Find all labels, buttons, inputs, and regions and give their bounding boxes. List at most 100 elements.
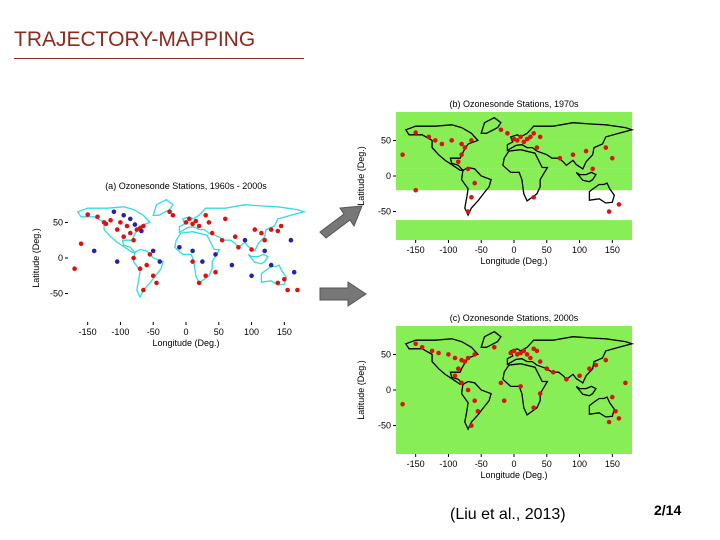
x-tick-label: 150 <box>277 327 292 337</box>
x-tick-label: -150 <box>79 327 97 337</box>
station-point <box>413 341 418 347</box>
coverage-region <box>396 168 488 191</box>
station-point <box>452 355 458 361</box>
coastline <box>502 363 549 416</box>
station-point <box>501 398 507 403</box>
station-point <box>196 223 202 229</box>
station-point <box>456 366 461 371</box>
station-point <box>85 212 90 217</box>
station-point <box>452 373 458 379</box>
coastline <box>174 231 221 284</box>
station-point <box>465 355 471 361</box>
station-point <box>219 237 225 243</box>
x-tick-label: -100 <box>111 327 129 337</box>
station-point <box>459 152 464 157</box>
x-tick-label: 0 <box>511 245 516 255</box>
station-point <box>141 287 146 293</box>
coastline <box>502 149 549 202</box>
station-point <box>472 352 477 357</box>
station-point <box>413 187 418 193</box>
chart-panel-b: (b) Ozonesonde Stations, 1970s -150 -100 -5… <box>350 88 640 270</box>
station-point <box>475 409 481 414</box>
station-point <box>498 380 504 386</box>
station-point <box>537 359 543 364</box>
x-tick-label: -100 <box>439 459 457 469</box>
station-point <box>131 237 136 243</box>
station-point <box>190 248 195 254</box>
x-tick-label: 100 <box>244 327 259 337</box>
station-point <box>147 252 153 257</box>
station-point <box>613 409 618 414</box>
station-point <box>469 195 474 200</box>
station-point <box>492 345 497 350</box>
station-point <box>606 419 612 425</box>
station-point <box>114 259 120 264</box>
coastline <box>480 330 502 348</box>
station-point <box>498 127 504 133</box>
station-point <box>137 266 143 271</box>
station-point <box>200 259 205 264</box>
station-point <box>521 139 527 145</box>
coastline <box>575 171 597 183</box>
station-point <box>564 377 569 382</box>
station-point <box>587 366 592 371</box>
x-tick-label: 50 <box>214 327 224 337</box>
station-point <box>249 273 254 279</box>
station-point <box>177 245 182 250</box>
station-point <box>462 145 468 150</box>
x-tick-label: 100 <box>572 459 587 469</box>
station-point <box>114 227 120 232</box>
x-tick-label: -50 <box>147 327 160 337</box>
station-point <box>610 155 615 161</box>
chart-c-svg: (c) Ozonesonde Stations, 2000s -150 -100 -5… <box>356 313 635 480</box>
station-point <box>472 398 477 403</box>
station-point <box>429 348 435 354</box>
station-point <box>275 280 281 286</box>
coastline <box>480 116 502 134</box>
station-point <box>469 423 474 428</box>
station-point <box>209 230 215 236</box>
y-tick-label: -50 <box>50 289 63 299</box>
station-point <box>252 227 258 232</box>
y-tick-label: 0 <box>58 253 63 263</box>
chart-title: (b) Ozonesonde Stations, 1970s <box>449 99 579 109</box>
coastline <box>588 182 616 204</box>
station-point <box>213 269 218 275</box>
coastline <box>404 338 480 385</box>
station-point <box>449 138 454 143</box>
station-point <box>534 348 540 354</box>
station-point <box>518 134 523 140</box>
station-point <box>144 262 149 268</box>
station-point <box>128 216 133 222</box>
station-point <box>170 213 176 218</box>
y-axis-label: Latitude (Deg.) <box>356 146 366 206</box>
x-tick-label: -150 <box>407 459 425 469</box>
coverage-region <box>396 140 632 169</box>
x-tick-label: 150 <box>605 459 620 469</box>
station-point <box>623 380 628 386</box>
station-point <box>515 138 520 143</box>
station-point <box>229 262 235 268</box>
station-point <box>95 214 100 220</box>
coastline <box>460 380 492 431</box>
x-tick-label: 100 <box>572 245 587 255</box>
station-point <box>603 357 609 363</box>
station-point <box>275 228 281 234</box>
chart-panel-c: (c) Ozonesonde Stations, 2000s -150 -100 -5… <box>350 304 640 484</box>
page-number: 2/14 <box>654 502 682 518</box>
station-point <box>413 130 418 135</box>
station-point <box>446 352 451 357</box>
station-point <box>190 259 195 264</box>
station-point <box>456 159 461 165</box>
x-tick-label: -50 <box>475 245 488 255</box>
chart-panel-a: (a) Ozonesonde Stations, 1960s - 2000s -1… <box>30 170 310 360</box>
station-point <box>426 134 432 140</box>
y-axis-label: Latitude (Deg.) <box>356 360 366 420</box>
station-point <box>154 280 159 286</box>
station-point <box>465 209 471 214</box>
station-point <box>118 220 123 225</box>
station-point <box>295 287 300 293</box>
y-axis-label: Latitude (Deg.) <box>31 228 41 288</box>
station-point <box>232 234 238 239</box>
coastline <box>460 166 492 217</box>
